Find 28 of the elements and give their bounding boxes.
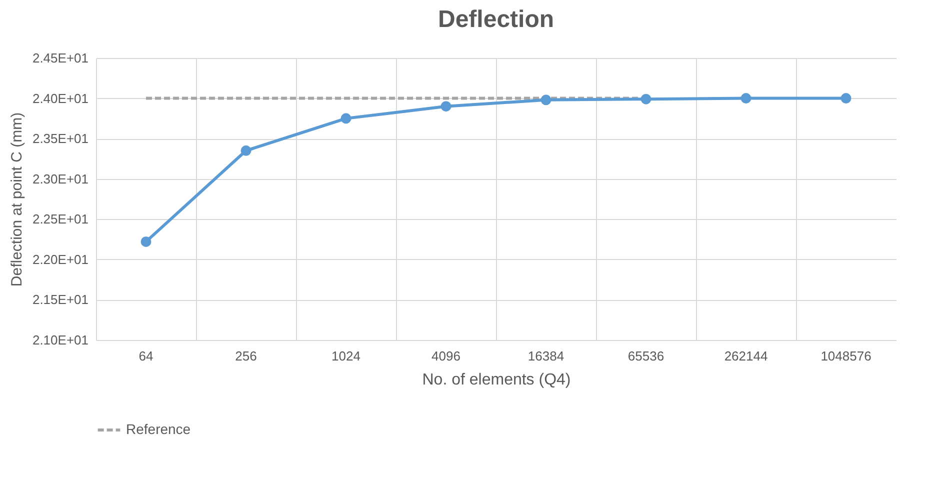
y-tick-label: 2.15E+01 bbox=[32, 292, 88, 308]
x-tick-label: 65536 bbox=[628, 348, 664, 364]
point bbox=[340, 113, 352, 124]
point bbox=[840, 93, 852, 104]
x-tick-label: 64 bbox=[138, 348, 154, 364]
x-tick-label: 262144 bbox=[724, 348, 768, 364]
y-axis-title: Deflection at point C (mm) bbox=[8, 112, 26, 287]
y-tick-label: 2.40E+01 bbox=[32, 90, 88, 106]
y-tick-label: 2.10E+01 bbox=[32, 332, 88, 348]
chart-title: Deflection bbox=[438, 6, 554, 33]
y-tick-label: 2.35E+01 bbox=[32, 131, 88, 146]
legend-label: Reference bbox=[126, 421, 191, 437]
point bbox=[240, 145, 252, 156]
y-tick-label: 2.20E+01 bbox=[32, 252, 88, 267]
point bbox=[740, 93, 752, 104]
y-tick-label: 2.30E+01 bbox=[32, 171, 88, 186]
point bbox=[140, 236, 152, 247]
x-tick-label: 256 bbox=[235, 348, 257, 364]
y-tick-label: 2.45E+01 bbox=[32, 50, 88, 66]
x-axis-title: No. of elements (Q4) bbox=[422, 372, 571, 388]
point bbox=[440, 101, 452, 112]
x-tick-label: 1024 bbox=[332, 348, 360, 364]
point bbox=[540, 94, 552, 106]
x-tick-label: 1048576 bbox=[820, 348, 872, 364]
point bbox=[640, 94, 652, 104]
y-tick-label: 2.25E+01 bbox=[32, 212, 88, 227]
x-tick-label: 4096 bbox=[432, 348, 460, 364]
x-tick-label: 16384 bbox=[528, 348, 564, 364]
